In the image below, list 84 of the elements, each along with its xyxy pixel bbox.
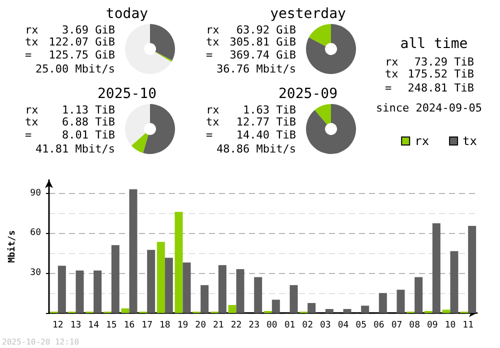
text: rx 1.63 TiB xyxy=(206,104,296,116)
x-tick-label: 05 xyxy=(356,320,367,330)
x-tick-label: 06 xyxy=(373,320,384,330)
x-tick-label: 19 xyxy=(177,320,188,330)
x-tick-label: 08 xyxy=(409,320,420,330)
bar xyxy=(228,305,236,313)
x-tick-label: 03 xyxy=(320,320,331,330)
y-tick-label: 60 xyxy=(30,228,41,238)
bar xyxy=(272,300,280,313)
text: tx 6.88 TiB xyxy=(25,116,115,128)
bar xyxy=(254,277,262,313)
x-tick-label: 12 xyxy=(52,320,64,330)
legend-label: tx xyxy=(462,134,478,148)
chart-title: yesterday xyxy=(270,6,346,22)
bar xyxy=(200,285,209,313)
bar xyxy=(129,189,138,313)
text: = 14.40 TiB xyxy=(206,128,296,142)
text: tx 122.07 GiB xyxy=(25,36,116,48)
x-tick-label: 20 xyxy=(195,320,206,330)
bar xyxy=(325,309,334,313)
y-tick-label: 90 xyxy=(30,188,41,198)
text: rx 73.29 TiB xyxy=(385,56,474,68)
text: rx 63.92 GiB xyxy=(206,24,296,36)
bar xyxy=(182,262,191,313)
text: tx 175.52 TiB xyxy=(385,68,474,80)
bar xyxy=(378,293,387,313)
text: all time xyxy=(400,36,468,52)
text: = 369.74 GiB xyxy=(206,48,296,62)
x-tick-label: 22 xyxy=(230,320,242,330)
y-tick-label: 30 xyxy=(30,268,41,278)
x-tick-label: 02 xyxy=(302,320,314,330)
text: = 8.01 TiB xyxy=(25,128,115,142)
bar xyxy=(290,285,298,313)
text: = 248.81 TiB xyxy=(385,82,474,94)
text: 36.76 Mbit/s xyxy=(216,62,296,76)
bar xyxy=(156,242,165,313)
bar xyxy=(94,270,102,313)
text: 2025-10-20 12:10 xyxy=(2,338,80,346)
x-tick-label: 07 xyxy=(391,320,402,330)
x-tick-label: 10 xyxy=(444,320,456,330)
x-tick-label: 00 xyxy=(266,320,278,330)
text: rx 3.69 GiB xyxy=(25,24,115,36)
bar xyxy=(414,277,423,313)
x-tick-label: 16 xyxy=(124,320,135,330)
x-tick-label: 11 xyxy=(462,320,474,330)
bar xyxy=(450,251,458,313)
x-tick-label: 23 xyxy=(248,320,260,330)
x-tick-label: 18 xyxy=(159,320,170,330)
text: tx 305.81 GiB xyxy=(206,36,296,48)
bar xyxy=(174,212,183,313)
x-tick-label: 04 xyxy=(338,320,349,330)
text: rx 1.13 TiB xyxy=(25,104,115,116)
text: 41.81 Mbit/s xyxy=(36,142,115,156)
x-tick-label: 17 xyxy=(142,320,153,330)
text: 25.00 Mbit/s xyxy=(36,62,115,76)
chart-title: today xyxy=(106,6,148,22)
bar xyxy=(58,266,66,313)
x-tick-label: 13 xyxy=(70,320,82,330)
x-tick-label: 21 xyxy=(212,320,224,330)
bar xyxy=(308,303,316,313)
chart-title: 2025-10 xyxy=(97,86,157,102)
chart-title: 2025-09 xyxy=(278,86,338,102)
bar xyxy=(111,245,120,313)
bar xyxy=(396,290,405,313)
bar xyxy=(343,309,352,313)
x-tick-label: 09 xyxy=(426,320,438,330)
bar xyxy=(164,258,173,313)
bar xyxy=(442,310,450,313)
text: = 125.75 GiB xyxy=(25,48,115,62)
x-tick-label: 15 xyxy=(106,320,117,330)
bar xyxy=(236,269,244,313)
bar xyxy=(76,270,84,313)
bar xyxy=(432,223,440,313)
legend-label: rx xyxy=(414,134,430,148)
x-tick-label: 01 xyxy=(284,320,296,330)
bar xyxy=(121,308,130,313)
text: since 2024-09-05 xyxy=(376,102,482,114)
y-axis-title: Mbit/s xyxy=(6,230,18,263)
bar xyxy=(218,265,226,313)
bar xyxy=(147,250,156,313)
text: 48.86 Mbit/s xyxy=(216,142,296,156)
bar xyxy=(361,306,370,313)
text: tx 12.77 TiB xyxy=(206,116,296,128)
x-tick-label: 14 xyxy=(88,320,100,330)
